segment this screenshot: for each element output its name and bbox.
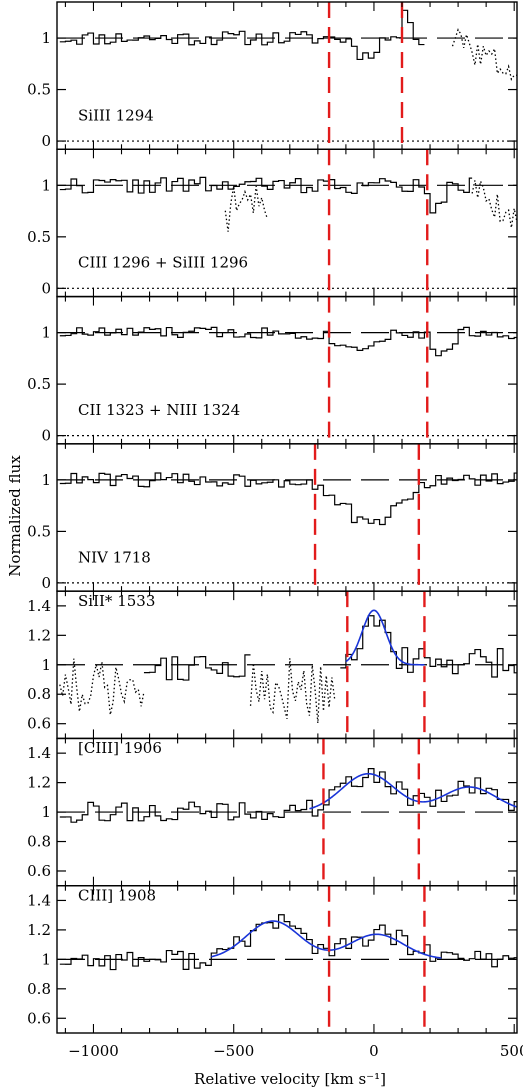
- y-tick-label: 1: [41, 176, 51, 194]
- y-tick-label: 0.5: [27, 228, 51, 246]
- panel-plot-area: [57, 149, 517, 297]
- contaminated-spectrum: [224, 185, 268, 232]
- y-tick-label: 1: [41, 324, 51, 342]
- panel-plot-area: [57, 591, 517, 739]
- panel-plot-area: [57, 885, 517, 1033]
- panel-frame: [56, 443, 518, 592]
- panel-stack: 0 0.5 1 SiIII 1294 0 0.5 1 CIII 1296 + SiIII 12…: [27, 1, 523, 1060]
- y-tick-label: 0.5: [27, 375, 51, 393]
- y-tick-label: 1.4: [27, 597, 51, 615]
- y-tick-label: 1.2: [27, 774, 51, 792]
- y-tick-label: 1.4: [27, 744, 51, 762]
- y-tick-label: 0.8: [27, 833, 51, 851]
- panel-4: 0 0.5 1 NIV 1718: [27, 443, 518, 592]
- y-tick-label: 0: [41, 574, 51, 592]
- y-tick-label: 0: [41, 279, 51, 297]
- x-tick-label: 500: [500, 1042, 523, 1060]
- spectrum-histogram: [59, 767, 517, 823]
- x-axis-title: Relative velocity [km s⁻¹]: [194, 1070, 386, 1088]
- panel-frame: [56, 1, 518, 150]
- y-tick-label: 1: [41, 29, 51, 47]
- x-tick-label: −1000: [68, 1042, 119, 1060]
- panel-label: CII 1323 + NIII 1324: [78, 401, 240, 419]
- contaminated-spectrum: [451, 28, 517, 81]
- panel-label: CIII] 1908: [78, 886, 156, 904]
- y-tick-label: 1.2: [27, 921, 51, 939]
- panel-frame: [56, 148, 518, 298]
- panel-plot-area: [57, 2, 517, 150]
- y-tick-label: 0.6: [27, 715, 51, 733]
- panel-plot-area: [57, 738, 517, 886]
- panel-7: 0.6 0.8 1 1.2 1.4 CIII] 1908: [27, 885, 518, 1034]
- panel-plot-area: [57, 296, 517, 444]
- y-tick-label: 0: [41, 132, 51, 150]
- y-tick-label: 1: [41, 471, 51, 489]
- panel-label: CIII 1296 + SiIII 1296: [78, 254, 248, 272]
- panel-6: 0.6 0.8 1 1.2 1.4 [CIII] 1906: [27, 737, 518, 887]
- y-tick-label: 0: [41, 427, 51, 445]
- y-tick-label: 0.5: [27, 522, 51, 540]
- y-tick-label: 1: [41, 803, 51, 821]
- y-tick-label: 0.6: [27, 1009, 51, 1027]
- spectrum-histogram: [59, 472, 517, 526]
- y-tick-label: 0.8: [27, 980, 51, 998]
- y-tick-label: 1.4: [27, 891, 51, 909]
- y-tick-label: 1: [41, 656, 51, 674]
- y-axis-title: Normalized flux: [6, 455, 24, 577]
- panel-5: 0.6 0.8 1 1.2 1.4 SiII* 1533: [27, 590, 518, 740]
- panel-label: NIV 1718: [78, 548, 151, 566]
- y-tick-label: 1.2: [27, 626, 51, 644]
- x-tick-label: −500: [213, 1042, 254, 1060]
- panel-label: [CIII] 1906: [78, 739, 162, 757]
- y-tick-label: 0.6: [27, 862, 51, 880]
- panel-frame: [56, 295, 518, 445]
- panel-label: SiIII 1294: [78, 106, 154, 124]
- panel-plot-area: [57, 443, 517, 592]
- contaminated-spectrum: [471, 178, 517, 228]
- panel-2: 0 0.5 1 CIII 1296 + SiIII 1296: [27, 148, 518, 298]
- panel-label: SiII* 1533: [78, 592, 155, 610]
- gaussian-fit-curve: [211, 920, 442, 959]
- spectrum-histogram: [59, 9, 425, 61]
- contaminated-spectrum: [249, 658, 336, 724]
- panel-3: 0 0.5 1 CII 1323 + NIII 1324: [27, 295, 518, 445]
- spectrum-histogram: [143, 615, 517, 681]
- gaussian-fit-curve: [309, 772, 517, 810]
- spectrum-histogram: [59, 176, 473, 214]
- spectrum-histogram: [59, 914, 517, 971]
- spectrum-histogram: [59, 326, 517, 357]
- gaussian-fit-curve: [345, 609, 425, 666]
- panel-1: 0 0.5 1 SiIII 1294: [27, 1, 518, 150]
- x-tick-label: 0: [369, 1042, 379, 1060]
- y-tick-label: 0.8: [27, 685, 51, 703]
- y-tick-label: 0.5: [27, 81, 51, 99]
- contaminated-spectrum: [59, 658, 145, 715]
- y-tick-label: 1: [41, 950, 51, 968]
